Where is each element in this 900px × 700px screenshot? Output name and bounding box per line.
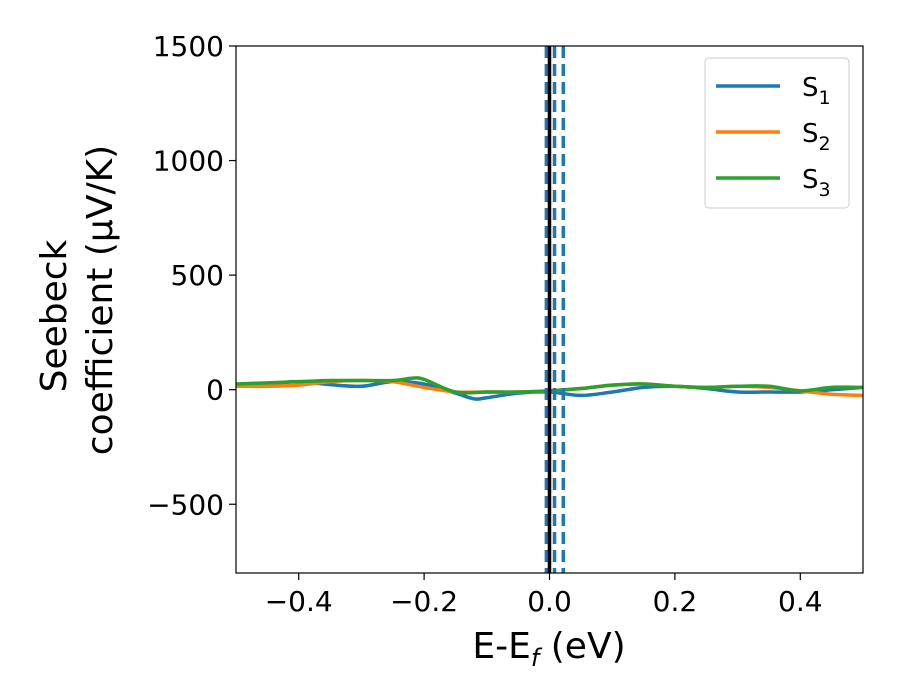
x-tick-label: 0.2 [653,585,698,618]
y-tick-label: 1000 [153,145,224,178]
x-axis-title-main: E-E [472,626,530,667]
x-axis-ticks: −0.4 −0.2 0.0 0.2 0.4 [265,573,823,618]
legend-label-s3: S3 [802,165,831,201]
legend-label-s2: S2 [802,119,831,155]
y-tick-label: 500 [171,259,224,292]
x-axis-title: E-Ef (eV) [472,626,625,672]
legend-label-s1: S1 [802,73,831,109]
y-tick-label: 1500 [153,30,224,63]
y-axis-title-line2: coefficient (μV/K) [80,145,121,455]
x-tick-label: −0.2 [390,585,458,618]
legend-items: S1 S2 S3 [716,73,831,201]
y-tick-label: 0 [206,374,224,407]
vertical-marker-lines [544,46,566,573]
y-tick-label: −500 [147,488,224,521]
series-line-s3 [236,376,863,395]
y-axis-ticks: −500 0 500 1000 1500 [147,30,236,521]
y-axis-title-line1: Seebeck [34,239,75,392]
x-tick-label: 0.0 [527,585,572,618]
x-tick-label: −0.4 [265,585,333,618]
x-tick-label: 0.4 [778,585,823,618]
x-axis-title-unit: (eV) [539,626,625,667]
legend: S1 S2 S3 [704,57,850,209]
